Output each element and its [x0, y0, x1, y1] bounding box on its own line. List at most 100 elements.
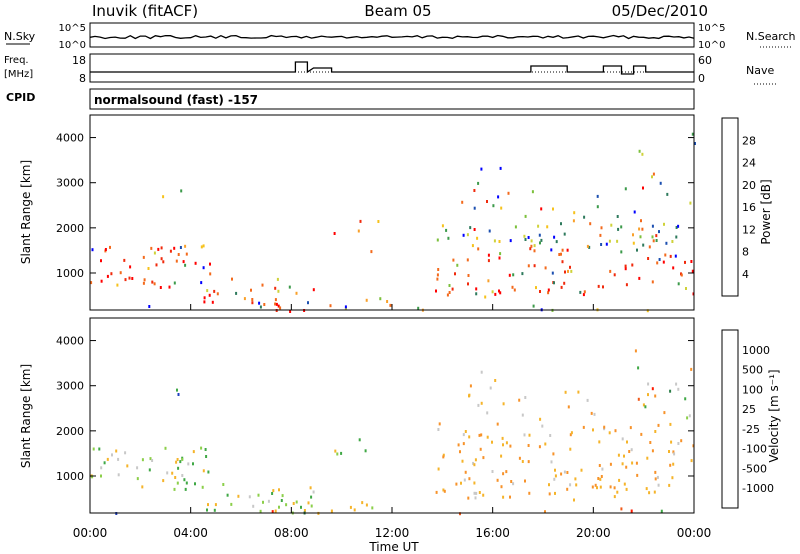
power-cell: [475, 287, 478, 291]
power-cell: [179, 246, 182, 249]
velocity-cell: [491, 440, 493, 444]
velocity-cell: [668, 483, 671, 487]
power-cell: [547, 291, 550, 295]
power-cell: [633, 210, 636, 214]
power-cell: [537, 224, 540, 228]
velocity-cell: [310, 504, 313, 508]
velocity-cell: [600, 475, 603, 478]
cpid-text: normalsound (fast) -157: [94, 93, 258, 107]
velocity-cell: [230, 502, 233, 506]
power-cell: [531, 190, 534, 194]
velocity-cell: [621, 462, 624, 466]
velocity-cell: [637, 366, 640, 370]
power-cell: [636, 248, 638, 252]
power-cell: [487, 259, 490, 263]
power-cell: [651, 280, 654, 284]
power-cell: [589, 222, 592, 226]
power-cell: [279, 306, 282, 310]
power-cell: [477, 247, 480, 251]
power-cell: [602, 285, 604, 289]
power-cell: [521, 272, 524, 276]
velocity-cell: [464, 470, 467, 474]
velocity-cell: [635, 461, 638, 465]
velocity-cell: [625, 487, 628, 491]
power-cell: [329, 304, 332, 308]
velocity-cell: [126, 464, 129, 468]
power-cell: [493, 239, 496, 243]
power-cell: [110, 272, 113, 276]
power-cell: [202, 244, 205, 248]
power-cell: [530, 239, 533, 243]
velocity-cell: [646, 456, 649, 460]
power-cell: [159, 286, 162, 289]
power-cell: [475, 292, 478, 296]
power-cell: [451, 287, 454, 291]
velocity-cell: [480, 433, 483, 437]
velocity-cell: [437, 428, 440, 431]
velocity-cell: [486, 435, 489, 439]
velocity-ytick-label: 3000: [56, 380, 84, 393]
power-cell: [175, 259, 178, 263]
velocity-cell: [671, 476, 674, 480]
power-cell: [169, 249, 172, 253]
power-cell: [488, 229, 491, 233]
velocity-cell: [616, 490, 619, 494]
nsky-tick-bottom: 10^0: [59, 40, 86, 51]
velocity-cell: [464, 430, 467, 433]
velocity-cell: [438, 422, 441, 426]
power-cell: [652, 239, 655, 243]
velocity-cell: [593, 412, 596, 416]
velocity-cell: [141, 485, 144, 489]
velocity-cell: [292, 502, 295, 505]
power-cell: [377, 220, 380, 223]
velocity-cell: [613, 495, 616, 499]
power-cell: [359, 219, 362, 223]
power-cell: [641, 152, 644, 156]
velocity-cell: [467, 496, 470, 500]
power-cell: [544, 266, 547, 270]
velocity-cell: [673, 452, 676, 456]
nave-tick-top: 60: [698, 54, 712, 67]
velocity-cell: [617, 453, 620, 457]
power-cell: [642, 243, 645, 247]
xtick-label: 00:00: [73, 526, 108, 540]
power-cell: [160, 257, 163, 261]
velocity-cell: [669, 463, 672, 467]
velocity-cell: [570, 431, 573, 435]
velocity-cell: [496, 422, 499, 426]
power-cell: [231, 277, 233, 281]
velocity-colorbar-frame: [721, 329, 739, 509]
velocity-cell: [509, 444, 512, 448]
velocity-cell: [630, 509, 633, 513]
power-cell: [563, 232, 566, 236]
velocity-cell: [435, 490, 438, 494]
power-cell: [261, 283, 264, 287]
power-cell: [538, 233, 541, 237]
velocity-cell: [642, 403, 645, 407]
velocity-cell: [300, 505, 302, 509]
velocity-cell: [654, 470, 657, 474]
velocity-cell: [569, 433, 572, 437]
power-cell: [295, 291, 298, 295]
velocity-cell: [644, 405, 647, 409]
power-cell: [564, 270, 566, 274]
power-colorbar-tick: 16: [742, 201, 756, 214]
power-cell: [684, 260, 686, 264]
power-cell: [685, 287, 687, 290]
power-cell: [583, 290, 586, 294]
power-colorbar-tick: 20: [742, 179, 756, 192]
power-cell: [454, 272, 456, 276]
power-cell: [142, 255, 145, 259]
power-cell: [691, 269, 694, 273]
velocity-cell: [205, 455, 208, 458]
velocity-cell: [334, 449, 337, 453]
power-cell: [344, 305, 347, 309]
power-cell: [561, 248, 564, 252]
power-cell: [655, 234, 658, 238]
velocity-cell: [336, 452, 339, 456]
velocity-cell: [181, 457, 184, 461]
power-cell: [109, 245, 111, 249]
velocity-cell: [552, 452, 555, 456]
power-cell: [550, 248, 553, 252]
velocity-cell: [271, 492, 274, 495]
